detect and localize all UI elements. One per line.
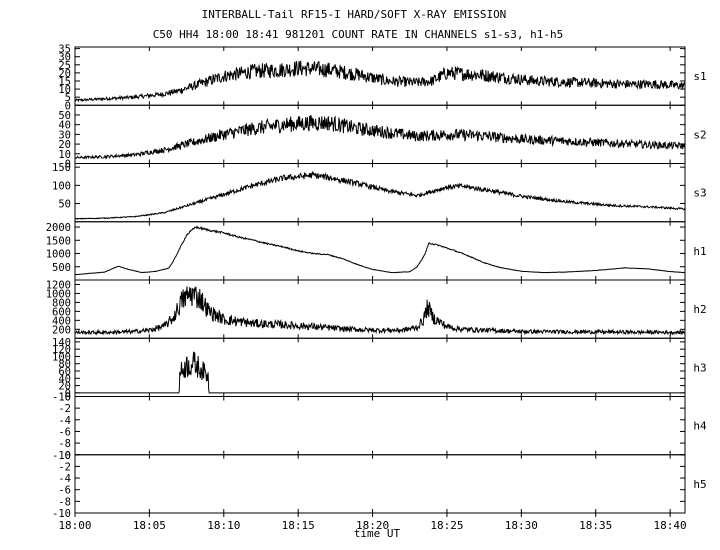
y-tick-label: -10 xyxy=(52,508,71,520)
y-tick-label: 5 xyxy=(65,92,71,104)
y-tick-label: 100 xyxy=(52,180,71,192)
y-tick-label: 1500 xyxy=(46,235,71,247)
time-axis: 18:00 18:05 18:10 18:15 18:20 18:25 18:30 18:35… xyxy=(58,513,687,532)
y-tick-label: 30 xyxy=(58,52,71,64)
y-tick-label: 1200 xyxy=(46,279,71,291)
y-tick-label: 20 xyxy=(58,139,71,151)
channel-label-h2: h2 xyxy=(693,303,706,316)
y-tick-label: 30 xyxy=(58,129,71,141)
x-tick-label: 18:30 xyxy=(505,519,538,532)
y-tick-label: -6 xyxy=(58,485,71,497)
x-tick-label: 18:10 xyxy=(207,519,240,532)
figure-title: INTERBALL-Tail RF15-I HARD/SOFT X-RAY EM… xyxy=(202,8,507,21)
y-tick-label: 40 xyxy=(58,120,71,132)
x-tick-label: 18:25 xyxy=(430,519,463,532)
y-tick-label: 0 xyxy=(65,450,71,462)
x-tick-label: 18:40 xyxy=(654,519,687,532)
y-tick-label: 800 xyxy=(52,297,71,309)
y-tick-label: 40 xyxy=(58,373,71,385)
y-tick-label: 10 xyxy=(58,149,71,161)
y-tick-label: -4 xyxy=(58,415,71,427)
series-line-h2 xyxy=(74,286,686,336)
y-tick-label: -2 xyxy=(58,461,71,473)
x-tick-label: 18:35 xyxy=(579,519,612,532)
channel-label-s3: s3 xyxy=(693,187,706,200)
y-tick-label: 140 xyxy=(52,337,71,349)
y-tick-label: -8 xyxy=(58,438,71,450)
x-tick-label: 18:20 xyxy=(356,519,389,532)
y-tick-label: 200 xyxy=(52,324,71,336)
y-tick-label: 500 xyxy=(52,262,71,274)
x-axis-label: time UT xyxy=(354,527,401,540)
y-tick-label: 150 xyxy=(52,162,71,174)
y-tick-label: -10 xyxy=(52,392,71,404)
y-tick-label: 80 xyxy=(58,359,71,371)
x-tick-label: 18:00 xyxy=(58,519,91,532)
y-tick-label: 600 xyxy=(52,306,71,318)
channel-label-h1: h1 xyxy=(693,245,706,258)
y-tick-label: 100 xyxy=(52,351,71,363)
y-tick-label: 0 xyxy=(65,388,71,400)
y-tick-label: 50 xyxy=(58,199,71,211)
panel-frame-h2 xyxy=(74,279,686,339)
y-tick-label: 0 xyxy=(65,100,71,112)
panel-frame-s3 xyxy=(74,163,686,223)
panel-frame-h1 xyxy=(74,221,686,281)
y-tick-label: -8 xyxy=(58,496,71,508)
y-tick-label: 15 xyxy=(58,76,71,88)
panel-frame-h4 xyxy=(74,396,686,456)
y-tick-label: 25 xyxy=(58,60,71,72)
y-tick-label: 400 xyxy=(52,315,71,327)
y-tick-label: 50 xyxy=(58,110,71,122)
channel-label-h4: h4 xyxy=(693,420,707,433)
y-tick-label: -2 xyxy=(58,403,71,415)
channel-label-s1: s1 xyxy=(693,70,706,83)
panel-stack: 05101520253035s101020304050s250100150s35… xyxy=(46,44,707,520)
x-tick-label: 18:15 xyxy=(282,519,315,532)
panel-s3: 50 100 150 s3 xyxy=(52,162,707,223)
channel-label-h3: h3 xyxy=(693,361,706,374)
y-tick-label: 35 xyxy=(58,44,71,56)
y-tick-label: 2000 xyxy=(46,222,71,234)
series-line-s2 xyxy=(74,114,686,160)
y-tick-label: 120 xyxy=(52,344,71,356)
y-tick-label: 10 xyxy=(58,84,71,96)
y-tick-label: 1000 xyxy=(46,288,71,300)
series-line-h1 xyxy=(74,225,686,276)
y-tick-label: 60 xyxy=(58,366,71,378)
y-tick-label: -4 xyxy=(58,473,71,485)
channel-label-s2: s2 xyxy=(693,128,706,141)
y-tick-label: 20 xyxy=(58,68,71,80)
y-tick-label: -6 xyxy=(58,426,71,438)
y-tick-label: 1000 xyxy=(46,249,71,261)
y-tick-label: -10 xyxy=(52,450,71,462)
panel-frame-h5 xyxy=(74,454,686,514)
panel-frame-h3 xyxy=(74,337,686,397)
series-line-h3 xyxy=(75,351,685,394)
y-tick-label: 0 xyxy=(65,392,71,404)
series-line-s3 xyxy=(74,170,686,220)
y-tick-label: 0 xyxy=(65,159,71,171)
figure-subtitle: C50 HH4 18:00 18:41 981201 COUNT RATE IN… xyxy=(153,28,564,41)
series-line-s1 xyxy=(74,60,686,103)
y-tick-label: 20 xyxy=(58,381,71,393)
channel-label-h5: h5 xyxy=(693,478,706,491)
x-tick-label: 18:05 xyxy=(133,519,166,532)
